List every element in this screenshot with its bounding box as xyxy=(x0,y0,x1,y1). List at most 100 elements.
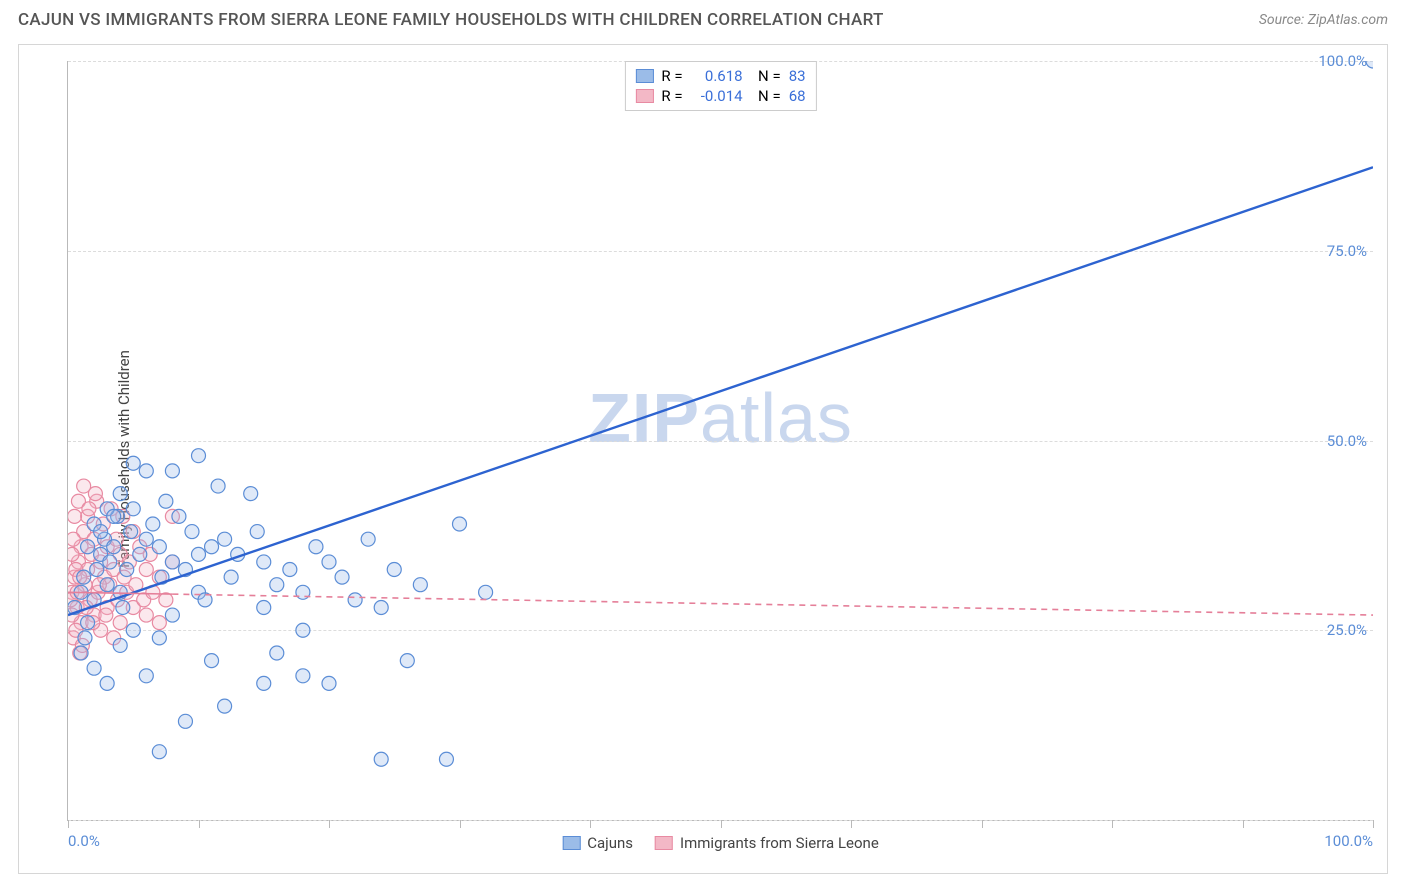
data-point xyxy=(218,699,232,713)
data-point xyxy=(211,479,225,493)
data-point xyxy=(439,752,453,766)
data-point xyxy=(1366,61,1373,68)
data-point xyxy=(78,631,92,645)
n-value: 68 xyxy=(789,87,806,105)
chart-container: Family Households with Children ZIPatlas… xyxy=(18,44,1388,874)
data-point xyxy=(479,585,493,599)
data-point xyxy=(374,600,388,614)
data-point xyxy=(113,487,127,501)
data-point xyxy=(139,563,153,577)
data-point xyxy=(133,547,147,561)
data-point xyxy=(139,532,153,546)
data-point xyxy=(124,525,138,539)
series-swatch xyxy=(635,69,653,83)
x-tick xyxy=(721,820,722,828)
data-point xyxy=(205,654,219,668)
source-label: Source: ZipAtlas.com xyxy=(1259,12,1388,28)
data-point xyxy=(74,646,88,660)
x-tick-label: 100.0% xyxy=(1324,832,1373,850)
trend-line xyxy=(68,167,1373,615)
data-point xyxy=(77,570,91,584)
data-point xyxy=(159,593,173,607)
data-point xyxy=(165,608,179,622)
data-point xyxy=(139,669,153,683)
x-tick xyxy=(329,820,330,828)
data-point xyxy=(107,540,121,554)
x-tick xyxy=(199,820,200,828)
data-point xyxy=(90,563,104,577)
x-tick xyxy=(460,820,461,828)
data-point xyxy=(172,509,186,523)
data-point xyxy=(257,555,271,569)
data-point xyxy=(82,502,96,516)
data-point xyxy=(99,608,113,622)
x-tick xyxy=(1373,820,1374,828)
legend-item: Immigrants from Sierra Leone xyxy=(655,834,879,852)
legend-row: R = 0.618 N = 83 xyxy=(635,66,805,86)
data-point xyxy=(335,570,349,584)
data-point xyxy=(165,555,179,569)
data-point xyxy=(146,517,160,531)
data-point xyxy=(100,578,114,592)
data-point xyxy=(374,752,388,766)
chart-header: CAJUN VS IMMIGRANTS FROM SIERRA LEONE FA… xyxy=(0,0,1406,38)
data-point xyxy=(387,563,401,577)
data-point xyxy=(270,646,284,660)
data-point xyxy=(152,540,166,554)
series-legend: Cajuns Immigrants from Sierra Leone xyxy=(562,834,879,852)
data-point xyxy=(126,502,140,516)
chart-title: CAJUN VS IMMIGRANTS FROM SIERRA LEONE FA… xyxy=(18,10,884,30)
x-tick xyxy=(1243,820,1244,828)
data-point xyxy=(113,638,127,652)
data-point xyxy=(68,509,82,523)
data-point xyxy=(159,494,173,508)
data-point xyxy=(192,547,206,561)
data-point xyxy=(283,563,297,577)
data-point xyxy=(296,623,310,637)
data-point xyxy=(152,745,166,759)
data-point xyxy=(250,525,264,539)
n-value: 83 xyxy=(789,67,806,85)
data-point xyxy=(178,714,192,728)
series-swatch xyxy=(562,836,580,850)
data-point xyxy=(244,487,258,501)
chart-svg-layer xyxy=(68,61,1373,820)
data-point xyxy=(139,608,153,622)
plot-area: ZIPatlas R = 0.618 N = 83 R = -0.014 N =… xyxy=(67,61,1373,821)
correlation-legend: R = 0.618 N = 83 R = -0.014 N = 68 xyxy=(624,61,816,111)
data-point xyxy=(126,623,140,637)
data-point xyxy=(139,464,153,478)
data-point xyxy=(81,540,95,554)
data-point xyxy=(322,555,336,569)
x-tick xyxy=(851,820,852,828)
x-tick xyxy=(982,820,983,828)
r-label: R = xyxy=(661,67,682,85)
r-value: 0.618 xyxy=(691,67,743,85)
data-point xyxy=(453,517,467,531)
series-swatch xyxy=(635,89,653,103)
data-point xyxy=(348,593,362,607)
data-point xyxy=(113,616,127,630)
data-point xyxy=(257,676,271,690)
data-point xyxy=(68,532,80,546)
legend-label: Cajuns xyxy=(587,834,633,852)
x-tick xyxy=(590,820,591,828)
r-value: -0.014 xyxy=(691,87,743,105)
data-point xyxy=(107,509,121,523)
data-point xyxy=(224,570,238,584)
x-tick-label: 0.0% xyxy=(68,832,100,850)
data-point xyxy=(88,487,102,501)
data-point xyxy=(81,616,95,630)
data-point xyxy=(87,661,101,675)
data-point xyxy=(257,600,271,614)
data-point xyxy=(400,654,414,668)
legend-label: Immigrants from Sierra Leone xyxy=(680,834,879,852)
data-point xyxy=(413,578,427,592)
data-point xyxy=(322,676,336,690)
data-point xyxy=(185,525,199,539)
n-label: N = xyxy=(751,87,781,105)
data-point xyxy=(100,676,114,690)
data-point xyxy=(296,669,310,683)
data-point xyxy=(218,532,232,546)
data-point xyxy=(165,464,179,478)
